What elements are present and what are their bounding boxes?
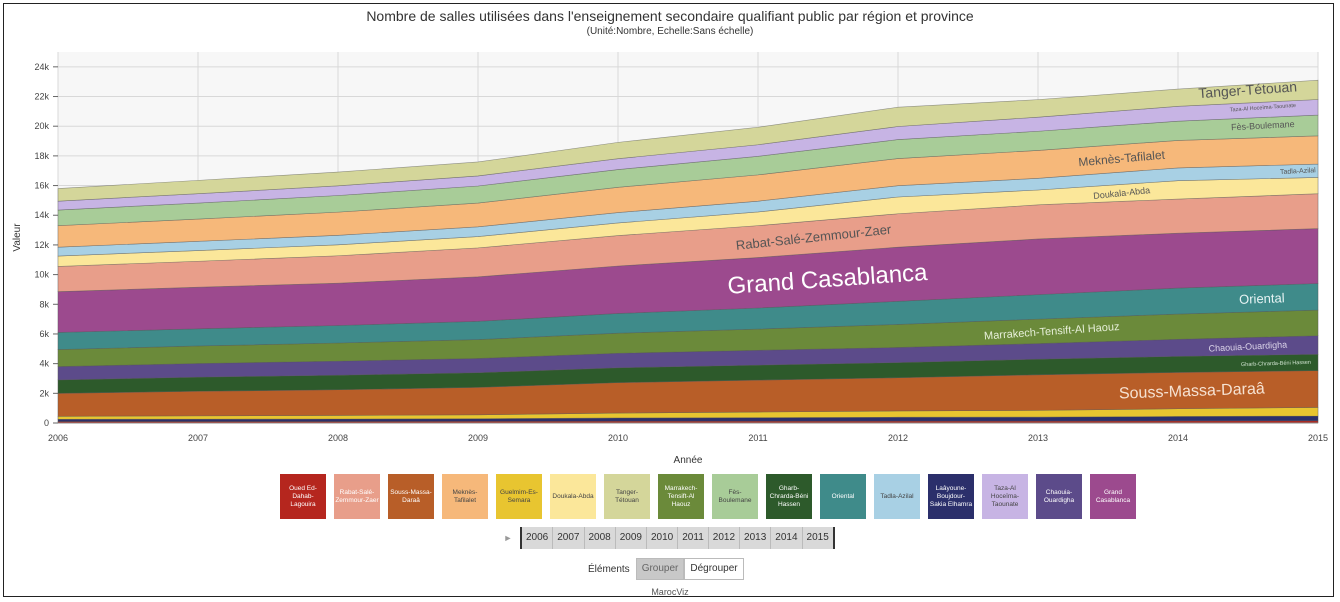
legend-item[interactable]: Souss-Massa-Daraâ bbox=[388, 474, 434, 519]
timeline-year-2006[interactable]: 2006 bbox=[522, 527, 554, 549]
legend-item[interactable]: Tanger-Tétouan bbox=[604, 474, 650, 519]
x-tick-label: 2014 bbox=[1168, 433, 1188, 443]
timeline: ► 2006 2007 2008 2009 2010 2011 2012 2013 2014 20… bbox=[496, 526, 835, 550]
legend-item[interactable]: Taza-Al Hoceïma-Taounate bbox=[982, 474, 1028, 519]
x-tick-label: 2012 bbox=[888, 433, 908, 443]
group-button[interactable]: Grouper bbox=[635, 558, 685, 580]
legend-item[interactable]: Marrakech-Tensift-Al Haouz bbox=[658, 474, 704, 519]
x-tick-label: 2009 bbox=[468, 433, 488, 443]
timeline-year-2008[interactable]: 2008 bbox=[585, 527, 616, 549]
y-tick-label: 24k bbox=[34, 62, 49, 72]
area-label: Tanger-Tétouan bbox=[1198, 78, 1298, 101]
chart-subtitle: (Unité:Nombre, Echelle:Sans échelle) bbox=[586, 26, 754, 37]
timeline-year-2013[interactable]: 2013 bbox=[740, 527, 772, 549]
legend-item[interactable]: Laâyoune-Boujdour-Sakia Elhamra bbox=[928, 474, 974, 519]
y-tick-label: 6k bbox=[39, 329, 49, 339]
area-label: Gharb-Chrarda-Béni Hassen bbox=[1241, 360, 1311, 368]
area-label: Souss-Massa-Daraâ bbox=[1119, 380, 1265, 402]
y-axis-label: Valeur bbox=[12, 223, 23, 252]
x-tick-label: 2006 bbox=[48, 433, 68, 443]
y-tick-label: 18k bbox=[34, 151, 49, 161]
y-tick-label: 4k bbox=[39, 359, 49, 369]
legend-item[interactable]: Doukala-Abda bbox=[550, 474, 596, 519]
stacked-area-chart: 2006 2007 2008 2009 2010 2011 2012 2013 2014 2015… bbox=[12, 52, 1328, 466]
legend-item[interactable]: Oued Ed-Dahab-Lagouira bbox=[280, 474, 326, 519]
year-selector: 2006 2007 2008 2009 2010 2011 2012 2013 2014 2015 bbox=[520, 527, 835, 549]
y-tick-label: 8k bbox=[39, 299, 49, 309]
legend-item[interactable]: Fès-Boulemane bbox=[712, 474, 758, 519]
timeline-year-2012[interactable]: 2012 bbox=[709, 527, 741, 549]
timeline-year-2010[interactable]: 2010 bbox=[647, 527, 679, 549]
y-tick-label: 20k bbox=[34, 121, 49, 131]
x-tick-label: 2015 bbox=[1308, 433, 1328, 443]
y-tick-label: 10k bbox=[34, 270, 49, 280]
area-label: Taza-Al Hoceïma-Taounate bbox=[1230, 103, 1297, 114]
area-label: Tadla-Azilal bbox=[1280, 167, 1317, 176]
legend-item[interactable]: Rabat-Salé-Zemmour-Zaer bbox=[334, 474, 380, 519]
area-tanger-tetouan[interactable] bbox=[57, 79, 1319, 202]
chart-frame bbox=[3, 3, 1334, 597]
x-tick-label: 2007 bbox=[188, 433, 208, 443]
x-tick-label: 2013 bbox=[1028, 433, 1048, 443]
area-label: Chaouia-Ouardigha bbox=[1208, 340, 1287, 354]
legend-item[interactable]: Tadla-Azilal bbox=[874, 474, 920, 519]
area-label: Fès-Boulemane bbox=[1231, 119, 1295, 132]
legend: Oued Ed-Dahab-Lagouira Rabat-Salé-Zemmour… bbox=[280, 474, 1136, 519]
x-tick-label: 2008 bbox=[328, 433, 348, 443]
x-tick-label: 2010 bbox=[608, 433, 628, 443]
footer-credit: MarocViz bbox=[651, 587, 689, 597]
y-tick-label: 0 bbox=[44, 418, 49, 428]
legend-item[interactable]: Guelmim-Es-Semara bbox=[496, 474, 542, 519]
x-tick-label: 2011 bbox=[748, 433, 767, 443]
legend-item[interactable]: Grand Casablanca bbox=[1090, 474, 1136, 519]
timeline-year-2015[interactable]: 2015 bbox=[806, 532, 829, 543]
y-tick-label: 22k bbox=[34, 92, 49, 102]
y-tick-label: 2k bbox=[39, 388, 49, 398]
legend-item[interactable]: Chaouia-Ouardigha bbox=[1036, 474, 1082, 519]
legend-item[interactable]: Gharb-Chrarda-Béni Hassen bbox=[766, 474, 812, 519]
legend-item[interactable]: Meknès-Tafilalet bbox=[442, 474, 488, 519]
timeline-year-2009[interactable]: 2009 bbox=[616, 527, 647, 549]
timeline-year-2011[interactable]: 2011 bbox=[678, 527, 709, 549]
legend-item[interactable]: Oriental bbox=[820, 474, 866, 519]
area-label: Oriental bbox=[1239, 290, 1285, 307]
y-tick-label: 12k bbox=[34, 240, 49, 250]
play-icon[interactable]: ► bbox=[503, 533, 513, 543]
x-axis-label: Année bbox=[674, 455, 703, 466]
y-tick-label: 14k bbox=[34, 210, 49, 220]
ungroup-button[interactable]: Dégrouper bbox=[684, 558, 744, 580]
timeline-year-2014[interactable]: 2014 bbox=[771, 527, 803, 549]
group-controls: Éléments Grouper Dégrouper bbox=[588, 558, 744, 580]
timeline-year-2007[interactable]: 2007 bbox=[553, 527, 585, 549]
chart-title: Nombre de salles utilisées dans l'enseig… bbox=[366, 8, 974, 24]
y-tick-label: 16k bbox=[34, 181, 49, 191]
elements-label: Éléments bbox=[588, 563, 630, 575]
